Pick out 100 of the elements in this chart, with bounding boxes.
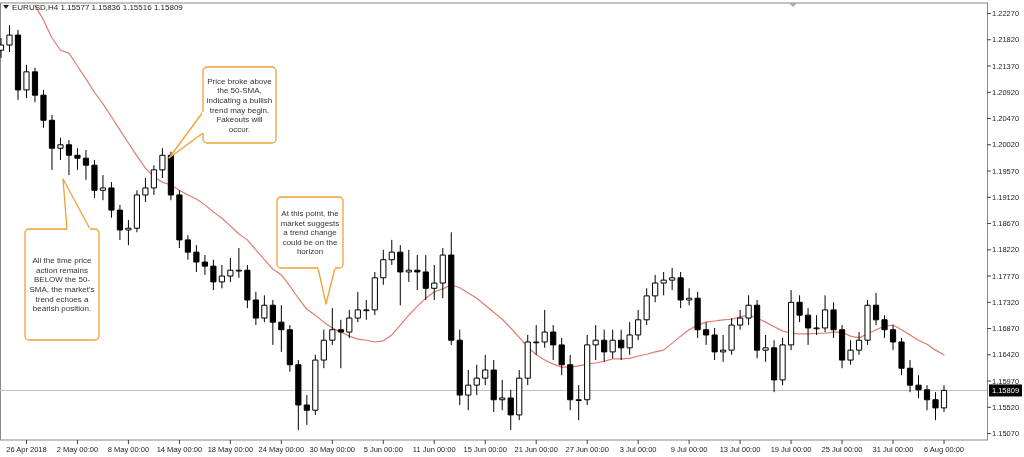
candlestick	[210, 259, 217, 291]
candlestick	[388, 239, 395, 266]
annotation: All the time price action remains BELOW the 50-SMA, the market's trend echoes a bearish position.	[29, 256, 95, 314]
candlestick	[218, 264, 225, 289]
candlestick	[6, 24, 13, 53]
candlestick	[635, 309, 642, 341]
candlestick	[244, 264, 251, 309]
candlestick	[133, 189, 141, 233]
candlestick	[855, 331, 863, 356]
candlestick	[779, 337, 786, 386]
candlestick	[363, 299, 370, 321]
candlestick	[422, 254, 429, 301]
candlestick	[48, 114, 56, 171]
candlestick	[312, 354, 319, 416]
candlestick	[889, 324, 897, 351]
candlestick	[91, 159, 98, 199]
candlestick	[804, 307, 812, 346]
candlestick	[558, 337, 565, 376]
candlestick	[686, 287, 693, 306]
candlestick	[320, 329, 327, 369]
candlestick	[23, 64, 30, 99]
candlestick	[286, 324, 293, 373]
candlestick	[482, 354, 489, 386]
candlestick	[643, 287, 650, 326]
candlestick	[99, 174, 107, 201]
candlestick	[847, 339, 854, 366]
candlestick	[601, 329, 608, 363]
candlestick	[201, 254, 208, 276]
candlestick	[82, 149, 90, 181]
candlestick	[626, 321, 633, 356]
candlestick	[796, 294, 803, 323]
candlestick	[669, 267, 676, 291]
candlestick	[652, 274, 659, 303]
candlestick	[278, 304, 285, 353]
candlestick	[57, 137, 64, 161]
candlestick	[235, 247, 242, 279]
candlestick	[31, 67, 39, 103]
candlestick	[770, 339, 778, 393]
candlestick	[694, 291, 701, 339]
candlestick	[329, 307, 336, 346]
candlestick	[830, 301, 837, 339]
candlestick	[142, 177, 149, 203]
candlestick	[108, 181, 115, 219]
candlestick	[677, 271, 684, 309]
candlestick	[176, 189, 183, 249]
candlestick	[745, 294, 752, 326]
candlestick	[618, 329, 625, 361]
candlestick	[711, 327, 718, 361]
candlestick	[923, 384, 931, 411]
candlestick	[371, 271, 378, 316]
candlestick	[65, 139, 73, 176]
candlestick	[405, 249, 412, 283]
candlestick	[881, 314, 888, 339]
candlestick	[787, 289, 795, 351]
candlestick	[193, 244, 200, 273]
candlestick	[703, 321, 710, 346]
candlestick	[40, 89, 47, 129]
candlestick	[915, 374, 922, 399]
candlestick	[567, 354, 574, 411]
candlestick	[303, 394, 310, 426]
candlestick	[159, 147, 166, 179]
candlestick	[864, 299, 871, 346]
candlestick	[150, 164, 158, 196]
candlestick	[762, 334, 769, 363]
candlestick	[439, 247, 446, 299]
candlestick	[490, 359, 497, 413]
candlestick	[261, 294, 268, 323]
candlestick	[516, 369, 523, 421]
candlestick	[507, 389, 514, 431]
candlestick	[940, 384, 948, 413]
candlestick	[533, 324, 540, 356]
candlestick	[269, 299, 276, 346]
candlestick	[592, 324, 599, 361]
candlestick	[728, 317, 735, 356]
candlestick	[754, 299, 761, 359]
candlestick	[295, 359, 302, 431]
candlestick	[448, 231, 455, 346]
candlestick	[906, 359, 914, 393]
candlestick	[821, 294, 829, 333]
candlestick	[584, 334, 591, 406]
candlestick	[541, 309, 548, 349]
candlestick	[167, 151, 175, 201]
annotation: At this point, the market suggests a trend change could be on the horizon	[280, 209, 340, 257]
annotation: Price broke above the 50-SMA, indicating a bullish trend may begin. Fakeouts will occur.	[206, 76, 273, 134]
candlestick	[414, 254, 421, 291]
candlestick	[660, 271, 667, 296]
candlestick	[737, 309, 744, 331]
candlestick	[932, 391, 939, 421]
chart-title: EURUSD,H4 1.15577 1.15836 1.15516 1.15809	[12, 3, 184, 12]
candlestick	[346, 309, 353, 339]
candlestick	[872, 292, 880, 326]
candlestick	[397, 244, 404, 306]
candlestick	[380, 249, 387, 286]
candlestick	[456, 329, 463, 406]
candlestick	[575, 384, 582, 421]
candlestick	[184, 234, 191, 261]
candlestick	[499, 379, 506, 411]
candlestick	[524, 334, 531, 386]
candlestick	[337, 319, 344, 369]
candlestick	[813, 314, 820, 336]
